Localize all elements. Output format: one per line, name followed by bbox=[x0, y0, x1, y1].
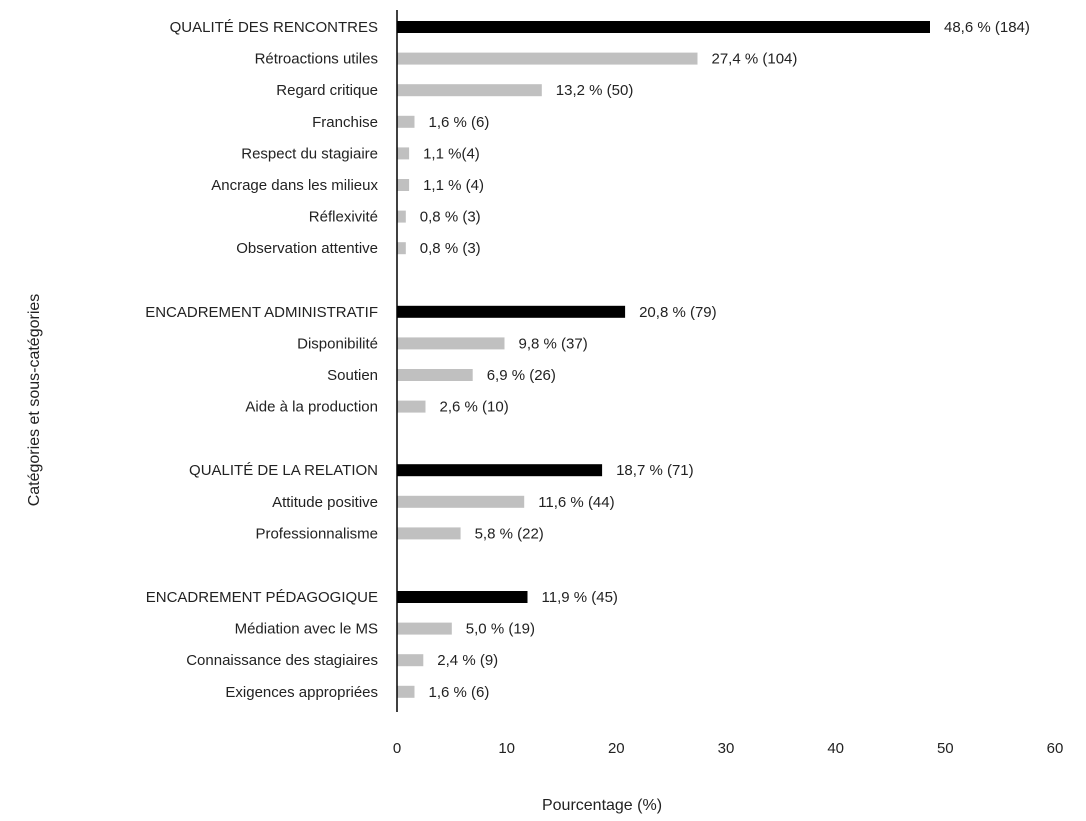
value-labels-layer: 48,6 % (184) 27,4 % (104) 13,2 % (50) 1,6 %… bbox=[420, 19, 1030, 701]
subcategory-bar bbox=[397, 654, 424, 667]
data-label: 1,1 %(4) bbox=[423, 145, 480, 162]
subcategory-label: Disponibilité bbox=[297, 335, 378, 352]
category-label: QUALITÉ DE LA RELATION bbox=[189, 462, 378, 479]
subcategory-bar bbox=[397, 495, 525, 508]
data-label: 2,4 % (9) bbox=[437, 652, 498, 669]
data-label: 0,8 % (3) bbox=[420, 209, 481, 226]
x-tick-label: 30 bbox=[718, 740, 735, 757]
subcategory-label: Exigences appropriées bbox=[225, 684, 378, 701]
subcategory-label: Professionnalisme bbox=[255, 525, 378, 542]
x-tick-label: 60 bbox=[1047, 740, 1064, 757]
data-label: 18,7 % (71) bbox=[616, 462, 694, 479]
category-bar bbox=[397, 21, 930, 33]
category-bar bbox=[397, 305, 626, 318]
data-label: 27,4 % (104) bbox=[712, 51, 798, 68]
subcategory-label: Franchise bbox=[312, 114, 378, 131]
bars-layer bbox=[397, 21, 930, 698]
subcategory-bar bbox=[397, 210, 406, 223]
subcategory-label: Soutien bbox=[327, 367, 378, 384]
x-tick-label: 10 bbox=[498, 740, 515, 757]
subcategory-bar bbox=[397, 242, 406, 255]
category-label: QUALITÉ DES RENCONTRES bbox=[170, 19, 378, 36]
subcategory-label: Rétroactions utiles bbox=[255, 51, 378, 68]
subcategory-label: Réflexivité bbox=[309, 209, 378, 226]
category-bar bbox=[397, 591, 528, 603]
data-label: 1,6 % (6) bbox=[429, 114, 490, 131]
subcategory-bar bbox=[397, 147, 410, 160]
subcategory-bar bbox=[397, 52, 698, 65]
subcategory-bar bbox=[397, 369, 473, 381]
data-label: 13,2 % (50) bbox=[556, 82, 634, 99]
data-label: 2,6 % (10) bbox=[440, 399, 509, 416]
subcategory-bar bbox=[397, 84, 542, 97]
subcategory-label: Attitude positive bbox=[272, 494, 378, 511]
data-label: 9,8 % (37) bbox=[519, 335, 588, 352]
subcategory-label: Connaissance des stagiaires bbox=[186, 652, 378, 669]
data-label: 1,6 % (6) bbox=[429, 684, 490, 701]
category-bar bbox=[397, 464, 603, 477]
data-label: 6,9 % (26) bbox=[487, 367, 556, 384]
x-tick-label: 40 bbox=[827, 740, 844, 757]
category-label: ENCADREMENT PÉDAGOGIQUE bbox=[146, 589, 378, 606]
subcategory-label: Respect du stagiaire bbox=[241, 145, 378, 162]
data-label: 11,6 % (44) bbox=[538, 494, 614, 511]
subcategory-bar bbox=[397, 622, 452, 635]
subcategory-bar bbox=[397, 400, 426, 413]
subcategory-label: Ancrage dans les milieux bbox=[211, 177, 378, 194]
category-labels-layer: QUALITÉ DES RENCONTRES Rétroactions utile… bbox=[145, 19, 378, 701]
x-tick-label: 20 bbox=[608, 740, 625, 757]
subcategory-bar bbox=[397, 685, 415, 698]
subcategory-bar bbox=[397, 179, 410, 191]
subcategory-bar bbox=[397, 337, 505, 350]
data-label: 5,0 % (19) bbox=[466, 621, 535, 638]
x-tick-label: 0 bbox=[393, 740, 401, 757]
category-label: ENCADREMENT ADMINISTRATIF bbox=[145, 304, 378, 321]
subcategory-label: Médiation avec le MS bbox=[235, 621, 378, 638]
data-label: 1,1 % (4) bbox=[423, 177, 484, 194]
data-label: 20,8 % (79) bbox=[639, 304, 717, 321]
x-tick-labels-layer: 0 10 20 30 40 50 60 bbox=[393, 740, 1064, 757]
data-label: 11,9 % (45) bbox=[542, 589, 618, 606]
subcategory-bar bbox=[397, 115, 415, 128]
x-axis-title: Pourcentage (%) bbox=[542, 797, 662, 814]
x-tick-label: 50 bbox=[937, 740, 954, 757]
y-axis-title: Catégories et sous-catégories bbox=[26, 294, 43, 507]
data-label: 48,6 % (184) bbox=[944, 19, 1030, 36]
subcategory-label: Regard critique bbox=[276, 82, 378, 99]
subcategory-label: Aide à la production bbox=[245, 399, 378, 416]
data-label: 5,8 % (22) bbox=[475, 525, 544, 542]
subcategory-bar bbox=[397, 527, 461, 540]
data-label: 0,8 % (3) bbox=[420, 240, 481, 257]
subcategory-label: Observation attentive bbox=[236, 240, 378, 257]
